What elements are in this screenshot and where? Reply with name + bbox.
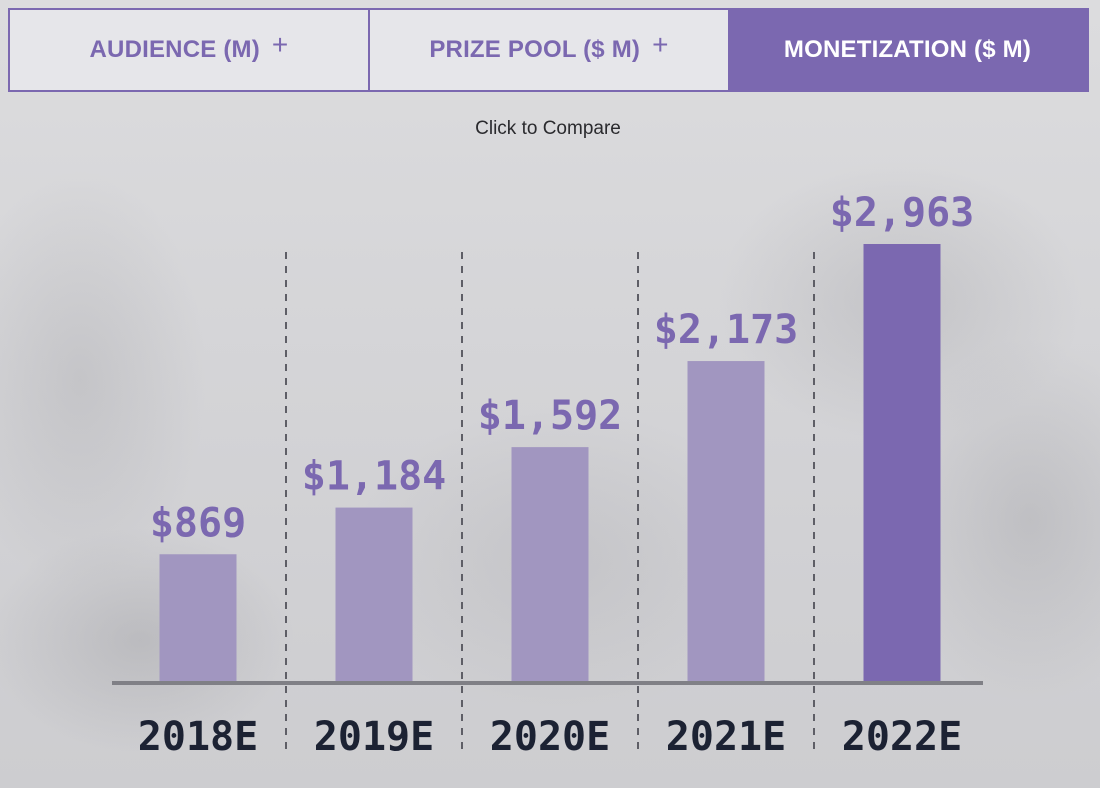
bar-2020e [511,447,589,683]
tab-monetization[interactable]: MONETIZATION ($ M) [728,10,1087,90]
value-label: $1,184 [302,454,447,500]
value-label: $2,173 [654,307,799,353]
category-label: 2019E [314,714,434,760]
value-label: $2,963 [830,190,975,236]
bar-2022e [863,244,941,683]
bar-2019e [335,507,413,683]
tab-audience[interactable]: AUDIENCE (M) + [10,10,370,90]
category-label: 2020E [490,714,610,760]
value-label: $869 [150,500,246,546]
plus-icon: + [271,29,289,60]
category-label: 2022E [842,714,962,760]
tab-audience-label: AUDIENCE (M) [89,36,260,63]
bar-2021e [687,361,765,683]
value-label: $1,592 [478,393,623,439]
tab-monetization-label: MONETIZATION ($ M) [783,36,1032,63]
plus-icon: + [652,29,669,60]
tab-prize-pool-label: PRIZE POOL ($ M) [429,36,641,63]
category-label: 2018E [138,714,258,760]
tab-prize-pool[interactable]: PRIZE POOL ($ M) + [370,10,728,90]
bar-2018e [159,554,237,683]
category-label: 2021E [666,714,786,760]
compare-hint: Click to Compare [475,118,621,139]
metric-tabs: AUDIENCE (M) + PRIZE POOL ($ M) + MONETI… [8,8,1089,92]
